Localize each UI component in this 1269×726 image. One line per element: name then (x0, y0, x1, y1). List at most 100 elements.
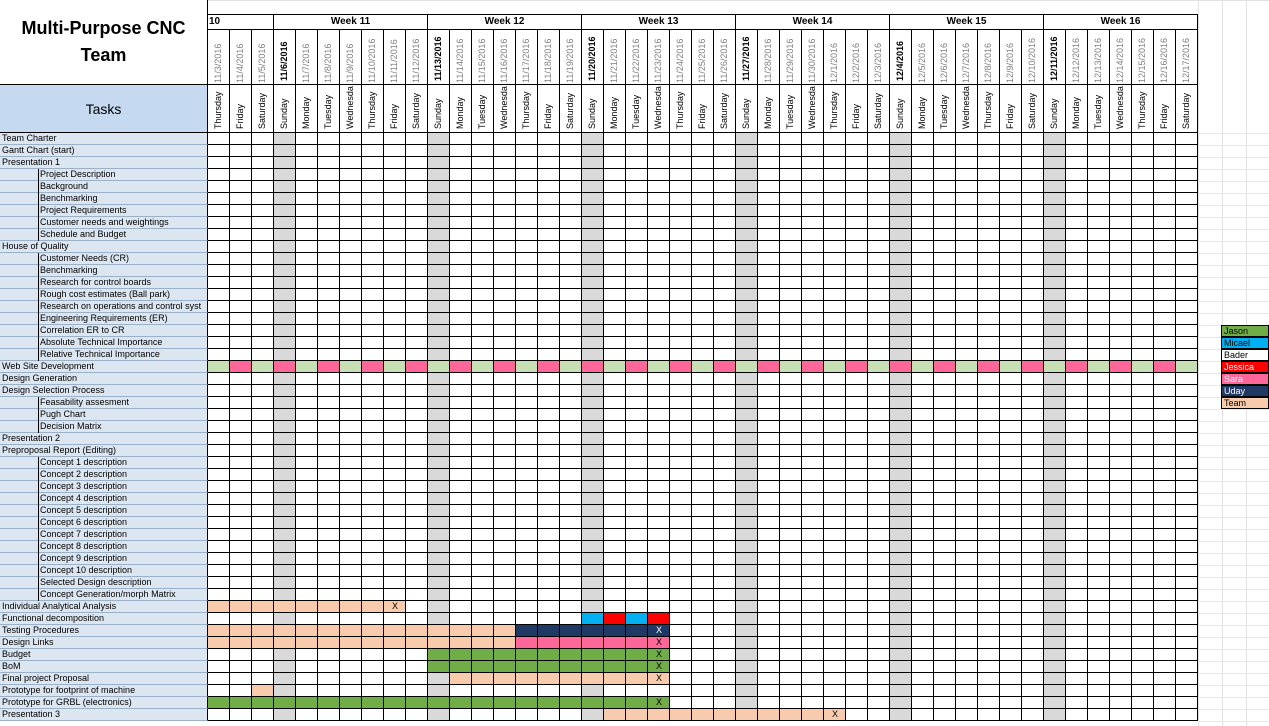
schedule-cell[interactable] (1022, 589, 1044, 601)
schedule-cell[interactable] (406, 253, 428, 265)
schedule-cell[interactable] (230, 517, 252, 529)
schedule-cell[interactable] (582, 181, 604, 193)
schedule-cell[interactable] (648, 469, 670, 481)
schedule-cell[interactable] (956, 517, 978, 529)
schedule-cell[interactable] (648, 661, 670, 673)
schedule-cell[interactable] (208, 349, 230, 361)
schedule-cell[interactable] (934, 565, 956, 577)
schedule-cell[interactable] (978, 577, 1000, 589)
schedule-cell[interactable] (978, 289, 1000, 301)
schedule-cell[interactable] (670, 505, 692, 517)
schedule-cell[interactable] (1176, 157, 1198, 169)
schedule-cell[interactable] (252, 385, 274, 397)
schedule-cell[interactable] (252, 457, 274, 469)
schedule-cell[interactable] (516, 421, 538, 433)
schedule-cell[interactable] (450, 565, 472, 577)
schedule-cell[interactable] (1022, 397, 1044, 409)
schedule-cell[interactable] (956, 421, 978, 433)
schedule-cell[interactable] (912, 541, 934, 553)
schedule-cell[interactable] (714, 541, 736, 553)
schedule-cell[interactable] (758, 361, 780, 373)
schedule-cell[interactable] (252, 325, 274, 337)
schedule-cell[interactable] (1000, 445, 1022, 457)
schedule-cell[interactable] (362, 157, 384, 169)
schedule-cell[interactable] (1088, 193, 1110, 205)
schedule-cell[interactable] (1066, 337, 1088, 349)
schedule-cell[interactable] (450, 649, 472, 661)
schedule-cell[interactable] (1176, 361, 1198, 373)
schedule-cell[interactable] (868, 133, 890, 145)
schedule-cell[interactable] (626, 601, 648, 613)
schedule-cell[interactable] (340, 553, 362, 565)
schedule-cell[interactable] (340, 541, 362, 553)
schedule-cell[interactable] (560, 709, 582, 721)
schedule-cell[interactable] (978, 169, 1000, 181)
schedule-cell[interactable] (846, 421, 868, 433)
schedule-cell[interactable] (846, 409, 868, 421)
schedule-cell[interactable] (362, 385, 384, 397)
schedule-cell[interactable] (1088, 469, 1110, 481)
schedule-cell[interactable] (714, 529, 736, 541)
schedule-cell[interactable] (560, 409, 582, 421)
schedule-cell[interactable] (494, 277, 516, 289)
schedule-cell[interactable] (318, 145, 340, 157)
schedule-cell[interactable] (1132, 337, 1154, 349)
schedule-cell[interactable] (736, 601, 758, 613)
schedule-cell[interactable] (626, 253, 648, 265)
schedule-cell[interactable] (582, 421, 604, 433)
schedule-cell[interactable] (472, 589, 494, 601)
schedule-cell[interactable] (384, 649, 406, 661)
schedule-cell[interactable] (274, 709, 296, 721)
schedule-cell[interactable] (714, 433, 736, 445)
schedule-cell[interactable] (208, 625, 230, 637)
schedule-cell[interactable] (912, 265, 934, 277)
schedule-cell[interactable] (934, 493, 956, 505)
schedule-cell[interactable] (516, 565, 538, 577)
schedule-cell[interactable] (472, 541, 494, 553)
schedule-cell[interactable] (626, 685, 648, 697)
schedule-cell[interactable] (582, 625, 604, 637)
schedule-cell[interactable] (692, 145, 714, 157)
schedule-cell[interactable] (1154, 229, 1176, 241)
schedule-cell[interactable] (868, 637, 890, 649)
schedule-cell[interactable] (670, 289, 692, 301)
schedule-cell[interactable] (714, 277, 736, 289)
schedule-cell[interactable] (780, 541, 802, 553)
schedule-cell[interactable] (1044, 457, 1066, 469)
schedule-cell[interactable] (318, 157, 340, 169)
schedule-cell[interactable] (296, 145, 318, 157)
schedule-cell[interactable] (670, 577, 692, 589)
schedule-cell[interactable] (340, 613, 362, 625)
schedule-cell[interactable] (406, 529, 428, 541)
schedule-cell[interactable] (670, 385, 692, 397)
schedule-cell[interactable] (230, 325, 252, 337)
schedule-cell[interactable] (274, 697, 296, 709)
schedule-cell[interactable] (1022, 349, 1044, 361)
schedule-cell[interactable] (670, 325, 692, 337)
schedule-cell[interactable] (494, 241, 516, 253)
schedule-cell[interactable] (340, 433, 362, 445)
schedule-cell[interactable] (670, 133, 692, 145)
schedule-cell[interactable] (1132, 289, 1154, 301)
schedule-cell[interactable] (362, 361, 384, 373)
schedule-cell[interactable] (318, 481, 340, 493)
schedule-cell[interactable] (1176, 181, 1198, 193)
schedule-cell[interactable] (472, 133, 494, 145)
schedule-cell[interactable] (1000, 601, 1022, 613)
schedule-cell[interactable] (758, 157, 780, 169)
schedule-cell[interactable] (846, 481, 868, 493)
schedule-cell[interactable] (538, 325, 560, 337)
schedule-cell[interactable] (1132, 373, 1154, 385)
schedule-cell[interactable] (868, 205, 890, 217)
schedule-cell[interactable] (1022, 541, 1044, 553)
schedule-cell[interactable] (780, 301, 802, 313)
schedule-cell[interactable] (208, 301, 230, 313)
schedule-cell[interactable] (626, 553, 648, 565)
schedule-cell[interactable] (252, 157, 274, 169)
schedule-cell[interactable] (890, 205, 912, 217)
schedule-cell[interactable] (1066, 157, 1088, 169)
schedule-cell[interactable] (1022, 193, 1044, 205)
schedule-cell[interactable] (1088, 313, 1110, 325)
schedule-cell[interactable] (736, 217, 758, 229)
schedule-cell[interactable] (758, 229, 780, 241)
